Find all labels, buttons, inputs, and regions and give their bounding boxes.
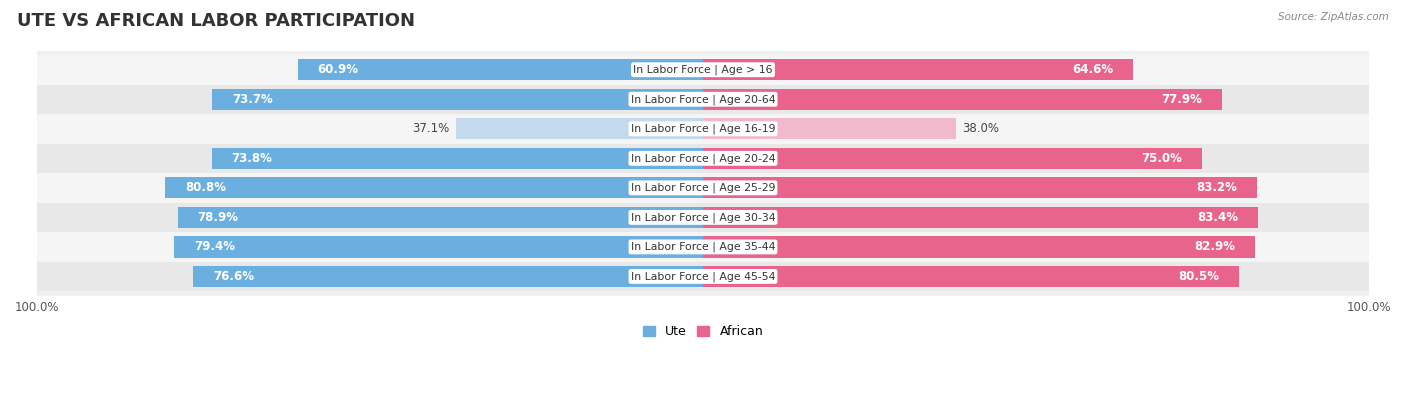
Bar <box>174 236 703 258</box>
Bar <box>703 236 1256 258</box>
Text: 64.6%: 64.6% <box>1071 63 1114 76</box>
Text: 83.4%: 83.4% <box>1198 211 1239 224</box>
Text: 80.8%: 80.8% <box>186 181 226 194</box>
Text: In Labor Force | Age 30-34: In Labor Force | Age 30-34 <box>631 212 775 223</box>
Text: 79.4%: 79.4% <box>194 241 235 254</box>
Text: 60.9%: 60.9% <box>318 63 359 76</box>
Text: 83.2%: 83.2% <box>1197 181 1237 194</box>
Bar <box>37 203 1369 232</box>
Text: 82.9%: 82.9% <box>1194 241 1234 254</box>
Bar <box>37 173 1369 203</box>
Text: In Labor Force | Age 16-19: In Labor Force | Age 16-19 <box>631 124 775 134</box>
Text: Source: ZipAtlas.com: Source: ZipAtlas.com <box>1278 12 1389 22</box>
Legend: Ute, African: Ute, African <box>638 320 768 343</box>
Text: In Labor Force | Age 35-44: In Labor Force | Age 35-44 <box>631 242 775 252</box>
Text: UTE VS AFRICAN LABOR PARTICIPATION: UTE VS AFRICAN LABOR PARTICIPATION <box>17 12 415 30</box>
Bar <box>703 59 1133 80</box>
Text: In Labor Force | Age 45-54: In Labor Force | Age 45-54 <box>631 271 775 282</box>
Text: 73.8%: 73.8% <box>232 152 273 165</box>
Bar <box>703 177 1257 199</box>
Text: 75.0%: 75.0% <box>1142 152 1182 165</box>
Bar <box>703 148 1202 169</box>
Bar <box>703 118 956 139</box>
Text: In Labor Force | Age 25-29: In Labor Force | Age 25-29 <box>631 182 775 193</box>
Bar <box>177 207 703 228</box>
Bar <box>37 261 1369 291</box>
Text: In Labor Force | Age 20-64: In Labor Force | Age 20-64 <box>631 94 775 105</box>
Bar <box>37 232 1369 261</box>
Bar <box>193 266 703 287</box>
Text: 78.9%: 78.9% <box>198 211 239 224</box>
Bar <box>37 85 1369 114</box>
Text: 77.9%: 77.9% <box>1161 93 1202 106</box>
Text: 37.1%: 37.1% <box>412 122 450 135</box>
Bar <box>703 88 1222 110</box>
Bar <box>37 55 1369 85</box>
Text: In Labor Force | Age 20-24: In Labor Force | Age 20-24 <box>631 153 775 164</box>
Bar <box>37 114 1369 143</box>
Bar <box>212 148 703 169</box>
Text: 76.6%: 76.6% <box>212 270 254 283</box>
Bar <box>703 266 1239 287</box>
Text: 80.5%: 80.5% <box>1178 270 1219 283</box>
Bar <box>212 88 703 110</box>
Bar <box>298 59 703 80</box>
Bar <box>456 118 703 139</box>
Text: In Labor Force | Age > 16: In Labor Force | Age > 16 <box>633 64 773 75</box>
Text: 73.7%: 73.7% <box>232 93 273 106</box>
Bar <box>703 207 1258 228</box>
Bar <box>165 177 703 199</box>
Text: 38.0%: 38.0% <box>963 122 1000 135</box>
Bar <box>37 143 1369 173</box>
